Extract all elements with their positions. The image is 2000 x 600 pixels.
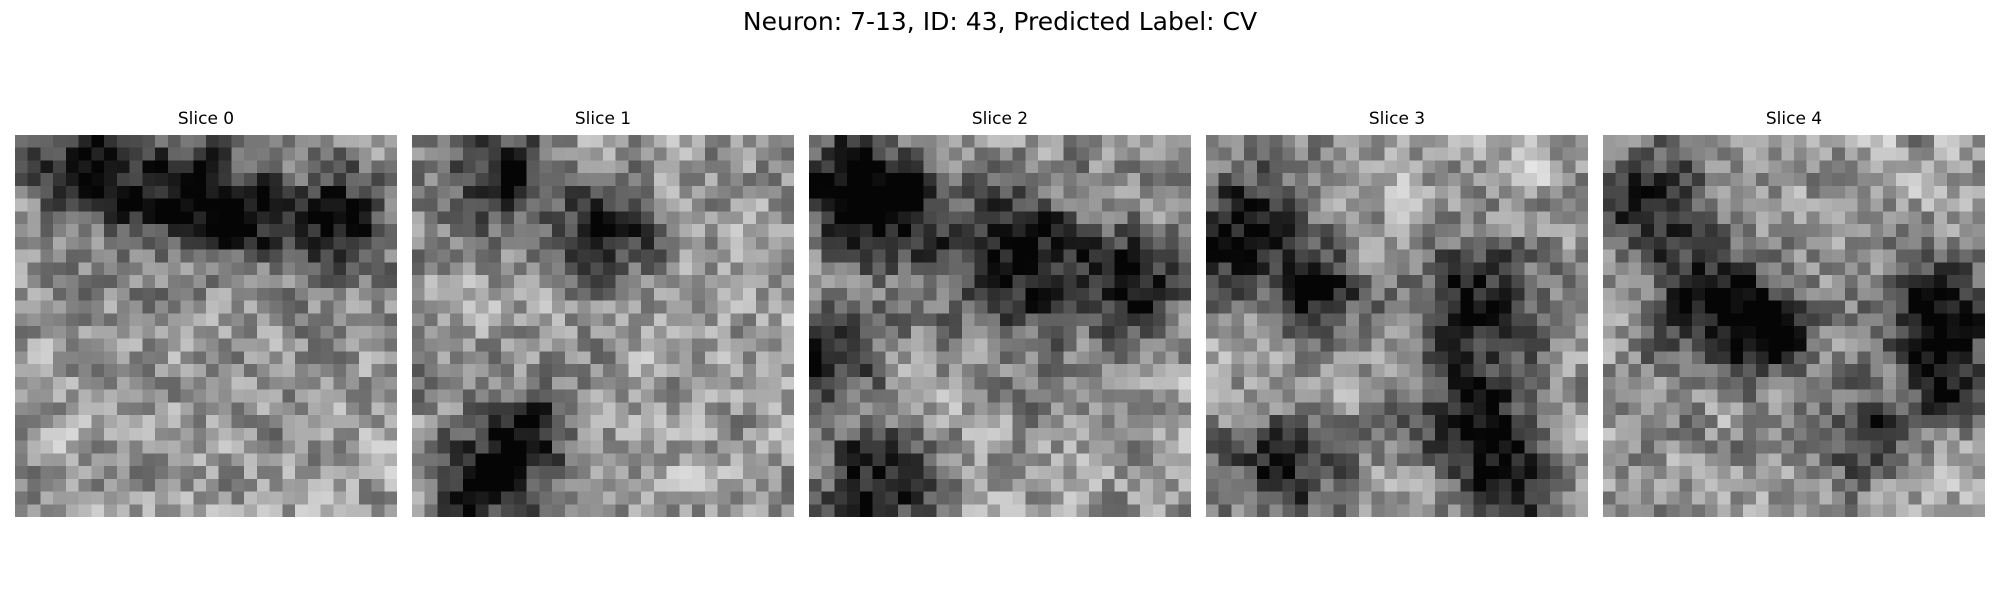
slice-image	[1603, 135, 1985, 517]
slice-image	[15, 135, 397, 517]
slice-title: Slice 4	[1765, 109, 1823, 129]
slice-panel-1: Slice 1	[412, 108, 794, 517]
slice-title: Slice 1	[574, 109, 632, 129]
figure-title: Neuron: 7-13, ID: 43, Predicted Label: C…	[742, 7, 1258, 36]
slice-image	[1206, 135, 1588, 517]
slice-title: Slice 2	[971, 109, 1029, 129]
slice-title: Slice 0	[177, 109, 235, 129]
slice-image	[809, 135, 1191, 517]
slice-image	[412, 135, 794, 517]
slice-panel-0: Slice 0	[15, 108, 397, 517]
slice-panel-4: Slice 4	[1603, 108, 1985, 517]
slice-panel-3: Slice 3	[1206, 108, 1588, 517]
slice-title: Slice 3	[1368, 109, 1426, 129]
slice-panel-2: Slice 2	[809, 108, 1191, 517]
